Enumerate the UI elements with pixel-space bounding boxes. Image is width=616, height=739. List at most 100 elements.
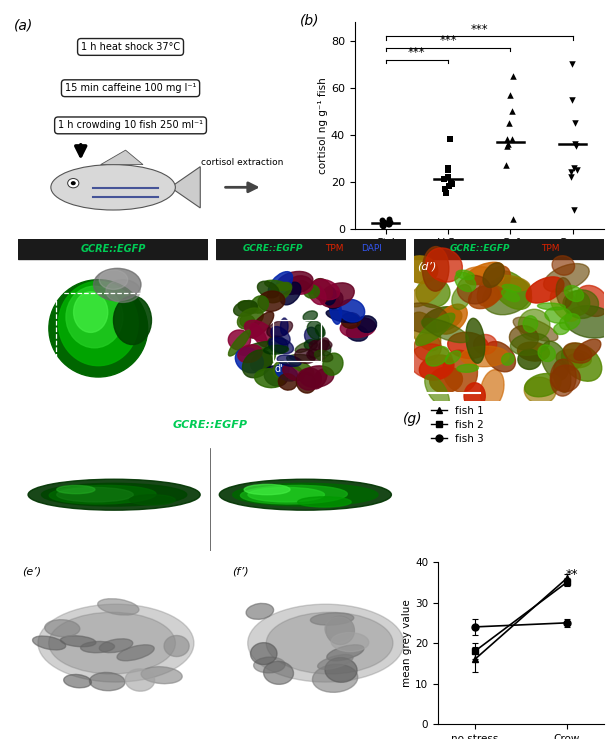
Ellipse shape: [73, 292, 108, 333]
Ellipse shape: [565, 306, 616, 338]
Ellipse shape: [465, 262, 504, 285]
Ellipse shape: [501, 289, 519, 302]
Point: [441, 188, 451, 200]
Point: [384, 218, 394, 230]
Point: [508, 134, 517, 146]
Text: d: d: [176, 372, 182, 382]
Text: after 8 days of Crow 1 h d⁻¹: after 8 days of Crow 1 h d⁻¹: [240, 452, 376, 463]
Ellipse shape: [264, 661, 293, 684]
Ellipse shape: [525, 373, 561, 397]
Ellipse shape: [311, 279, 339, 299]
Ellipse shape: [326, 310, 359, 323]
Y-axis label: cortisol ng g⁻¹ fish: cortisol ng g⁻¹ fish: [318, 77, 328, 174]
Ellipse shape: [296, 372, 316, 393]
Point: [443, 162, 453, 174]
Text: ***: ***: [408, 46, 426, 59]
Ellipse shape: [312, 369, 327, 389]
Ellipse shape: [559, 314, 580, 330]
Ellipse shape: [286, 356, 314, 375]
Ellipse shape: [513, 317, 558, 341]
Text: TPM: TPM: [325, 245, 343, 253]
Ellipse shape: [400, 303, 449, 333]
Text: 1 h heat shock 37°C: 1 h heat shock 37°C: [81, 42, 180, 52]
Ellipse shape: [28, 479, 200, 510]
Ellipse shape: [117, 645, 154, 661]
Text: (f’): (f’): [232, 567, 249, 577]
Ellipse shape: [283, 364, 304, 381]
Ellipse shape: [564, 343, 592, 363]
Point: [447, 178, 457, 190]
Ellipse shape: [277, 271, 313, 294]
Ellipse shape: [550, 359, 576, 396]
Ellipse shape: [326, 645, 364, 661]
Ellipse shape: [425, 375, 449, 407]
Ellipse shape: [258, 291, 285, 311]
Ellipse shape: [339, 299, 365, 322]
Y-axis label: mean grey value: mean grey value: [402, 599, 412, 687]
Ellipse shape: [426, 248, 463, 282]
Bar: [18, 239, 208, 259]
Ellipse shape: [477, 266, 510, 306]
Text: (e): (e): [26, 452, 42, 463]
Ellipse shape: [551, 365, 580, 392]
Ellipse shape: [66, 286, 123, 348]
Ellipse shape: [295, 342, 313, 353]
Point: [446, 176, 456, 188]
Ellipse shape: [277, 355, 301, 367]
Ellipse shape: [295, 349, 315, 364]
Ellipse shape: [248, 488, 325, 502]
Ellipse shape: [266, 613, 393, 674]
Point: [566, 166, 576, 178]
Ellipse shape: [464, 383, 485, 409]
Ellipse shape: [312, 664, 358, 692]
Text: DAPI: DAPI: [362, 245, 383, 253]
Ellipse shape: [419, 355, 454, 380]
Point: [508, 70, 518, 82]
Ellipse shape: [278, 374, 297, 390]
Ellipse shape: [254, 369, 285, 388]
Ellipse shape: [325, 291, 343, 309]
Text: (e’): (e’): [22, 567, 41, 577]
Ellipse shape: [492, 271, 532, 310]
Point: [502, 134, 512, 146]
Ellipse shape: [240, 341, 274, 355]
Ellipse shape: [330, 295, 341, 324]
Ellipse shape: [280, 318, 288, 336]
Ellipse shape: [274, 361, 289, 378]
Ellipse shape: [564, 353, 585, 370]
Ellipse shape: [545, 307, 572, 323]
Ellipse shape: [251, 323, 267, 347]
Legend: fish 1, fish 2, fish 3: fish 1, fish 2, fish 3: [428, 401, 488, 448]
Point: [502, 140, 512, 152]
Ellipse shape: [556, 350, 591, 368]
Ellipse shape: [233, 301, 257, 316]
Ellipse shape: [268, 336, 288, 353]
Ellipse shape: [309, 284, 326, 304]
Ellipse shape: [99, 638, 133, 653]
Ellipse shape: [269, 338, 293, 354]
Ellipse shape: [429, 367, 463, 393]
Ellipse shape: [312, 279, 333, 302]
Ellipse shape: [303, 311, 317, 321]
Point: [508, 214, 517, 225]
Ellipse shape: [455, 272, 476, 292]
Ellipse shape: [346, 325, 368, 341]
Point: [379, 216, 389, 228]
Point: [445, 134, 455, 146]
Ellipse shape: [49, 613, 176, 674]
Ellipse shape: [219, 479, 391, 510]
Ellipse shape: [443, 350, 477, 392]
Text: no stress: no stress: [114, 452, 161, 463]
Ellipse shape: [323, 287, 336, 305]
Ellipse shape: [315, 325, 325, 337]
Ellipse shape: [421, 319, 469, 343]
Ellipse shape: [325, 658, 357, 682]
Point: [570, 117, 580, 129]
Ellipse shape: [519, 309, 550, 341]
Ellipse shape: [524, 377, 556, 404]
Point: [444, 180, 454, 192]
Ellipse shape: [480, 370, 504, 409]
Ellipse shape: [238, 345, 262, 363]
Text: 15 min caffeine 100 mg l⁻¹: 15 min caffeine 100 mg l⁻¹: [65, 84, 197, 93]
Ellipse shape: [129, 494, 176, 505]
